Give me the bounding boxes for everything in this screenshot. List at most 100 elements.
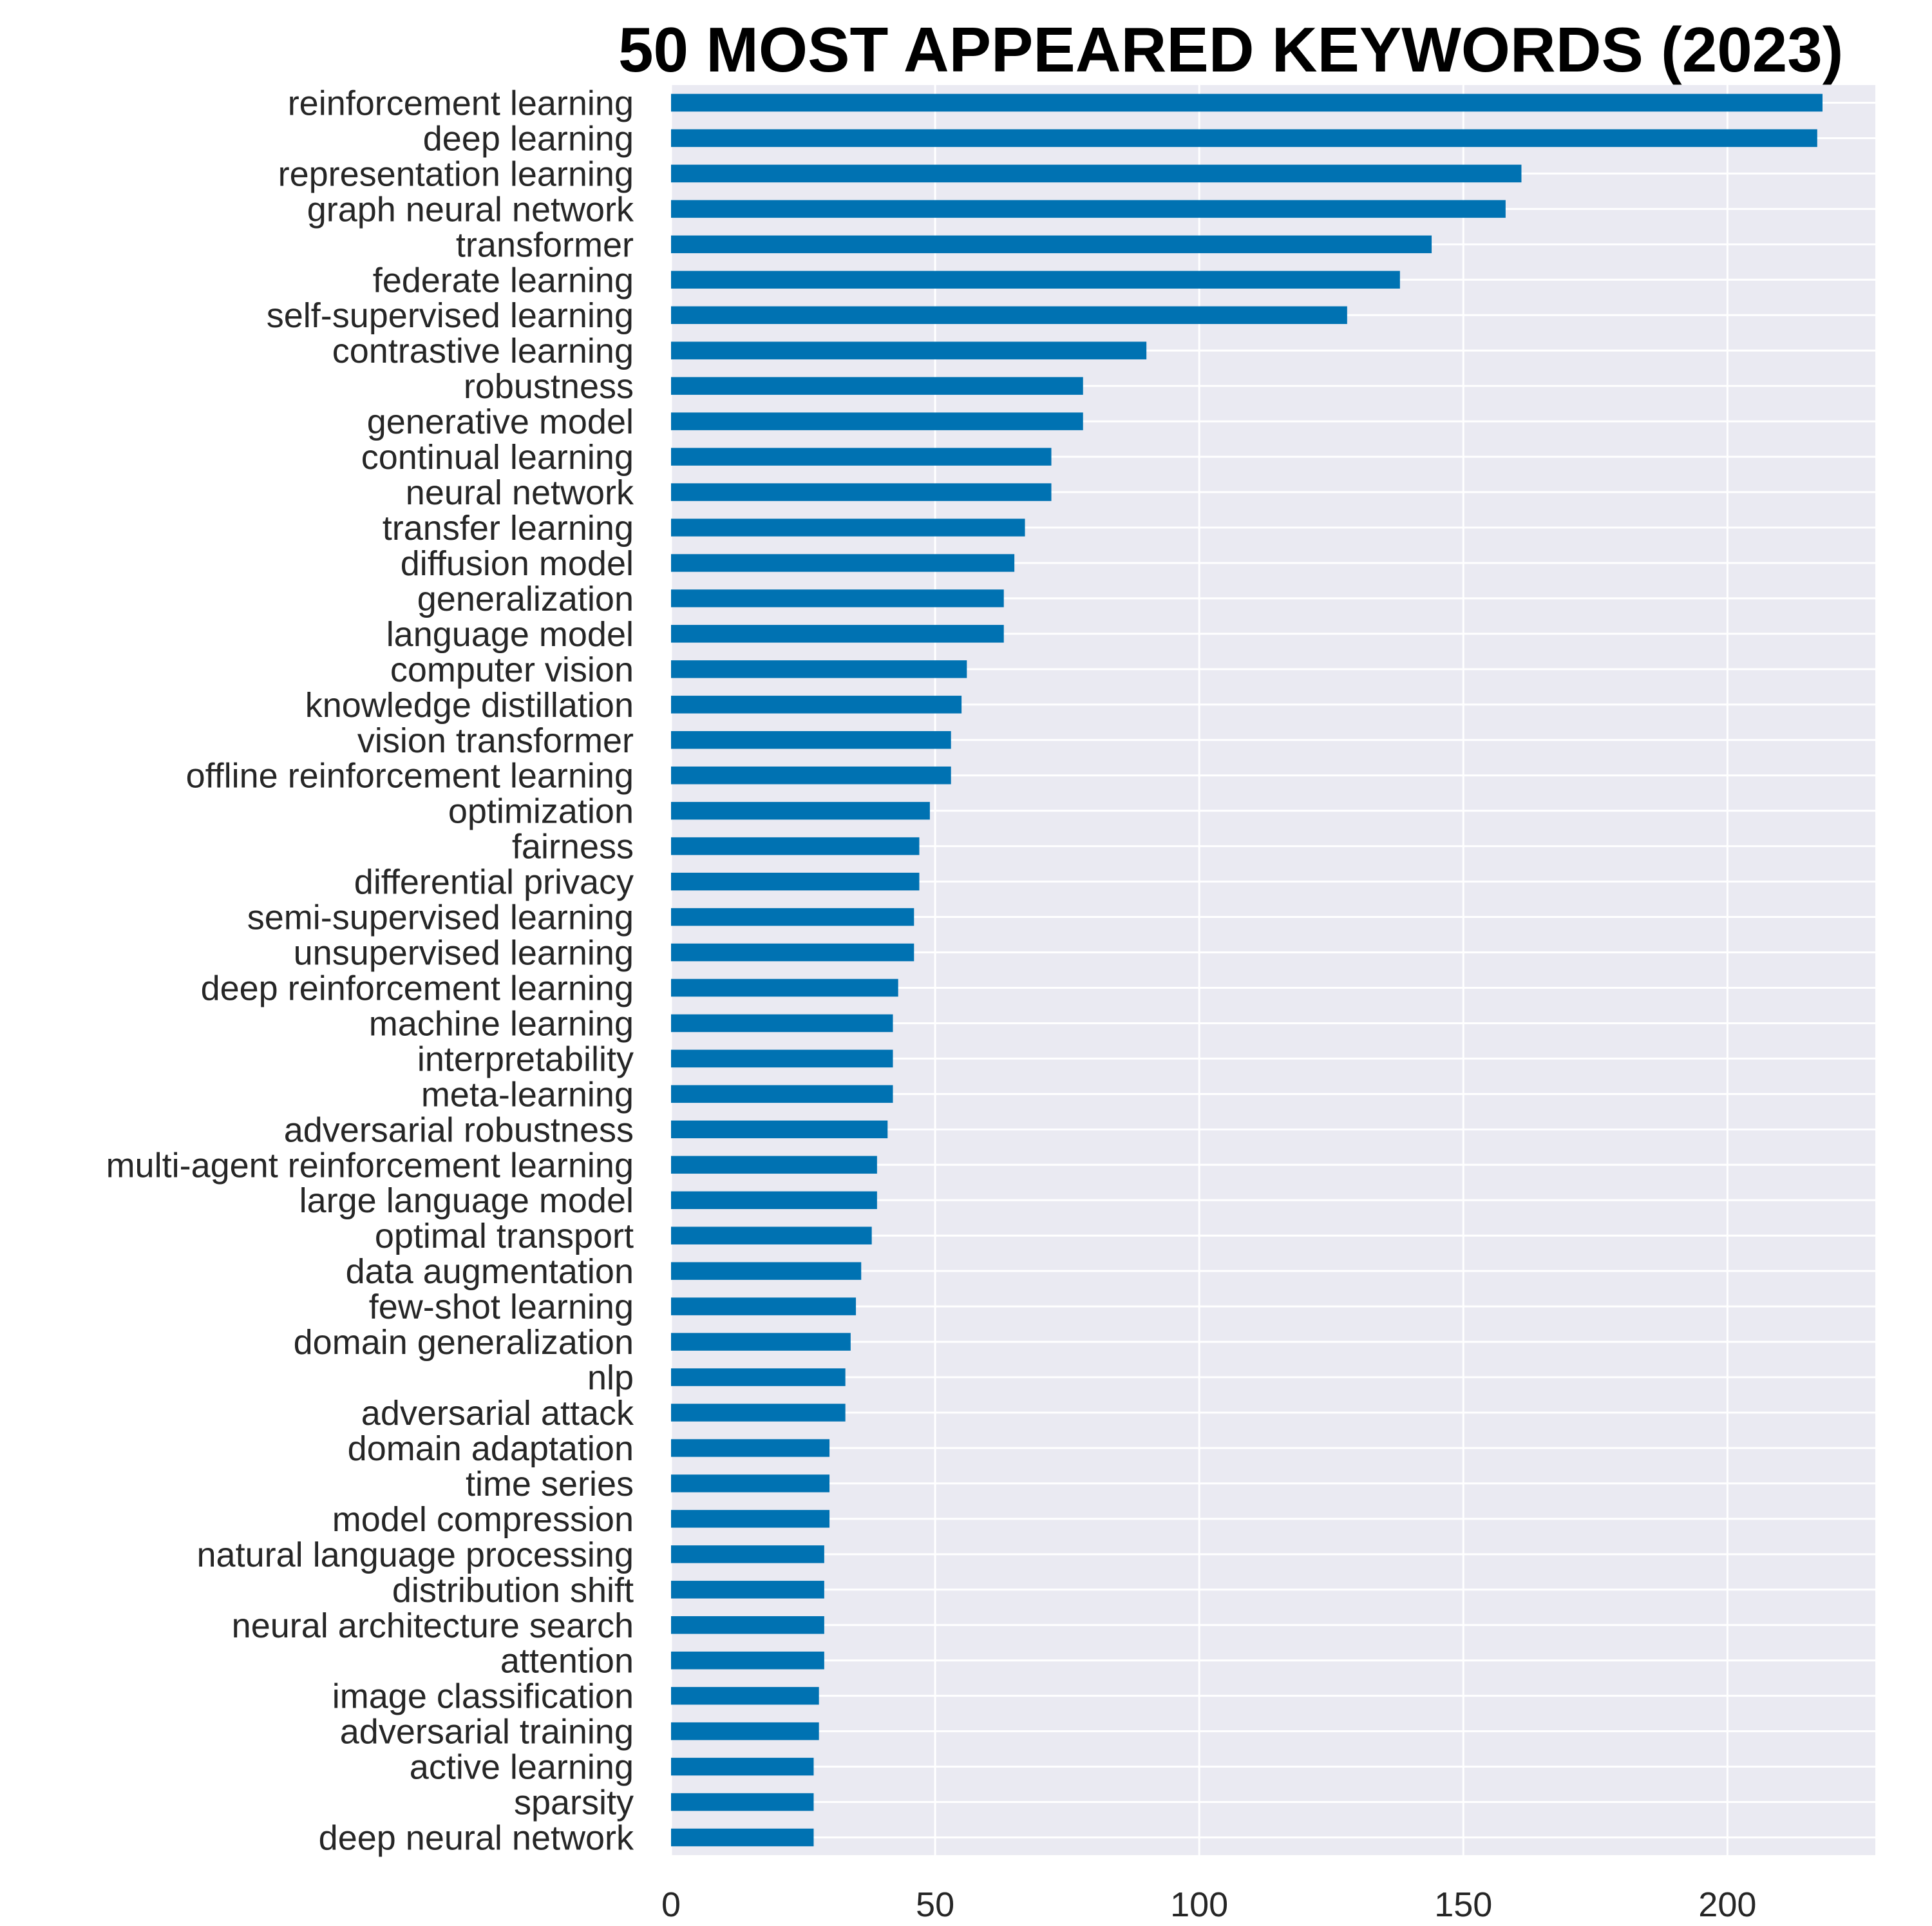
category-label: unsupervised learning [294,934,634,973]
category-label: interpretability [417,1040,634,1078]
bars [671,93,1823,1847]
bar [671,1651,824,1670]
category-label: federate learning [373,261,634,300]
bar [671,129,1817,148]
category-label: adversarial attack [361,1394,634,1433]
bar [671,1439,830,1457]
bar [671,731,951,749]
category-label: self-supervised learning [267,296,634,335]
bar [671,1793,814,1811]
bar [671,1581,824,1599]
chart-title: 50 MOST APPEARED KEYWORDS (2023) [618,14,1844,85]
category-label: sparsity [514,1784,634,1822]
category-label: vision transformer [357,721,634,760]
category-label: adversarial training [340,1713,634,1751]
x-tick-label: 0 [661,1885,681,1924]
category-label: few-shot learning [369,1288,634,1326]
bar [671,306,1347,324]
bar [671,625,1004,643]
category-label: knowledge distillation [305,686,634,725]
bar [671,554,1015,572]
category-label: attention [500,1642,634,1681]
bar [671,271,1400,289]
bar [671,1616,824,1634]
category-label: differential privacy [354,863,634,902]
category-label: transfer learning [383,509,634,548]
bar [671,377,1083,395]
category-label: natural language processing [197,1536,634,1574]
x-tick-label: 150 [1434,1885,1492,1924]
bar [671,1545,824,1563]
category-label: deep reinforcement learning [201,969,634,1007]
bar [671,908,914,926]
bar [671,801,930,820]
x-tick-labels: 0 50 100 150 200 [661,1885,1756,1924]
bar [671,1226,872,1244]
category-label: language model [386,615,634,654]
category-label: continual learning [361,438,634,477]
bar [671,1722,819,1740]
category-label: model compression [332,1500,634,1539]
bar [671,200,1506,218]
category-label: optimization [448,792,634,831]
category-label: deep neural network [319,1819,634,1858]
category-label: active learning [410,1748,634,1787]
category-label: time series [466,1465,634,1503]
bar [671,1156,877,1174]
category-label: adversarial robustness [284,1111,634,1149]
category-label: offline reinforcement learning [186,757,634,796]
category-label: neural network [406,473,634,512]
bar [671,1049,893,1068]
category-label: generalization [417,580,634,618]
category-label: fairness [512,828,634,866]
bar [671,696,962,714]
category-label: reinforcement learning [288,84,634,122]
category-label: optimal transport [375,1217,634,1255]
bar [671,448,1052,466]
category-label: semi-supervised learning [247,899,634,937]
bar [671,1014,893,1033]
bar [671,943,914,962]
category-label: computer vision [390,651,634,689]
bar [671,1085,893,1103]
bar [671,1828,814,1847]
bar [671,1297,857,1315]
category-label: large language model [299,1181,634,1220]
bar [671,660,967,678]
bar [671,872,920,891]
bar [671,837,920,855]
bar [671,978,898,997]
bar [671,1757,814,1776]
category-label: contrastive learning [332,332,634,370]
bar [671,1474,830,1492]
bar [671,235,1432,254]
bar [671,1262,862,1280]
bar [671,93,1823,112]
bar [671,1120,888,1139]
bar [671,341,1147,359]
category-label: transformer [456,225,634,264]
category-label: domain adaptation [348,1429,634,1468]
category-label: image classification [332,1677,634,1716]
bar [671,1510,830,1528]
category-label: robustness [464,367,634,406]
category-label: deep learning [423,119,634,158]
bar [671,1191,877,1209]
category-label: diffusion model [401,544,634,583]
x-tick-label: 200 [1698,1885,1756,1924]
x-tick-label: 100 [1170,1885,1228,1924]
bar [671,1368,846,1386]
bar [671,519,1025,537]
category-label: data augmentation [346,1252,634,1291]
category-label: domain generalization [294,1323,634,1362]
category-label: generative model [367,403,634,441]
bar [671,1404,846,1422]
bar [671,766,951,785]
category-label: multi-agent reinforcement learning [106,1146,634,1185]
bar [671,164,1522,183]
bar [671,589,1004,607]
category-label: neural architecture search [232,1607,634,1645]
bar [671,1333,851,1351]
